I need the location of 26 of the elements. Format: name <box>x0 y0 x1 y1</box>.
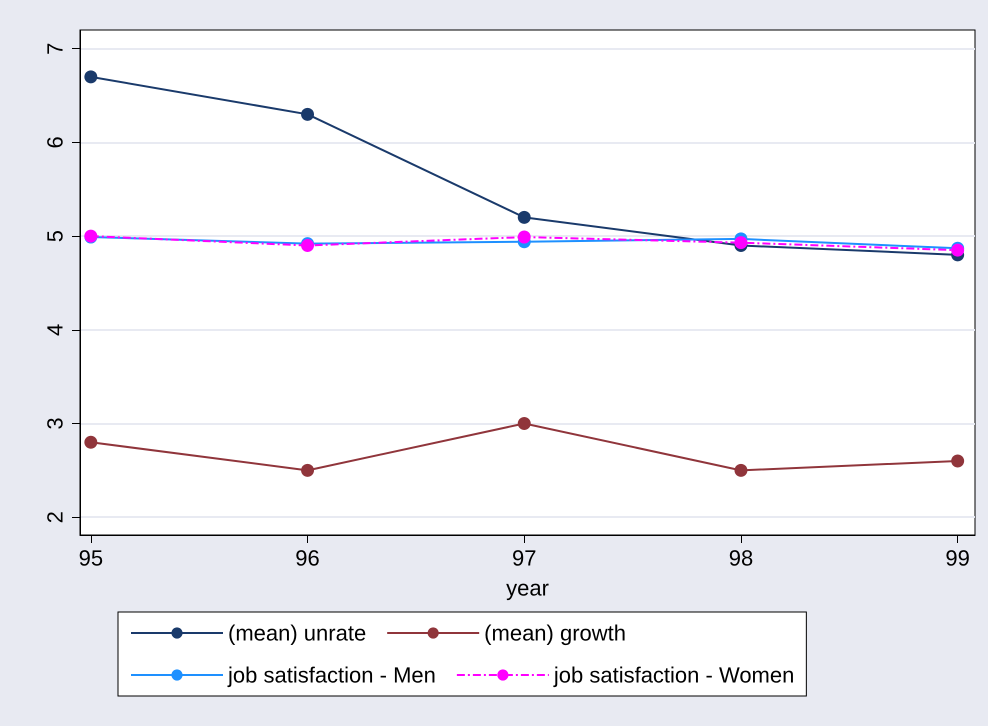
legend-label: (mean) growth <box>484 620 626 646</box>
x-tick-label: 97 <box>512 546 536 570</box>
x-tick-label: 98 <box>728 546 754 570</box>
y-tick-label: 2 <box>42 511 68 524</box>
point <box>84 70 98 84</box>
point <box>301 108 314 121</box>
legend-label: (mean) unrate <box>228 620 366 646</box>
point <box>518 230 531 244</box>
point <box>951 454 964 468</box>
x-axis-title: year <box>506 576 549 600</box>
x-tick-label: 95 <box>78 546 104 570</box>
point <box>734 464 748 477</box>
legend-label: job satisfaction - Men <box>227 662 436 688</box>
point <box>518 210 531 224</box>
y-tick-label: 5 <box>42 230 68 242</box>
x-tick-label: 99 <box>945 546 970 570</box>
legend-label: job satisfaction - Women <box>552 662 794 688</box>
y-tick-label: 4 <box>42 324 68 336</box>
point <box>734 236 748 250</box>
y-tick-label: 7 <box>42 42 68 55</box>
point <box>84 436 98 449</box>
point <box>518 417 531 430</box>
x-tick-label: 96 <box>295 546 320 570</box>
y-tick-label: 6 <box>42 136 68 149</box>
y-tick-label: 3 <box>42 417 68 430</box>
point <box>301 464 314 477</box>
